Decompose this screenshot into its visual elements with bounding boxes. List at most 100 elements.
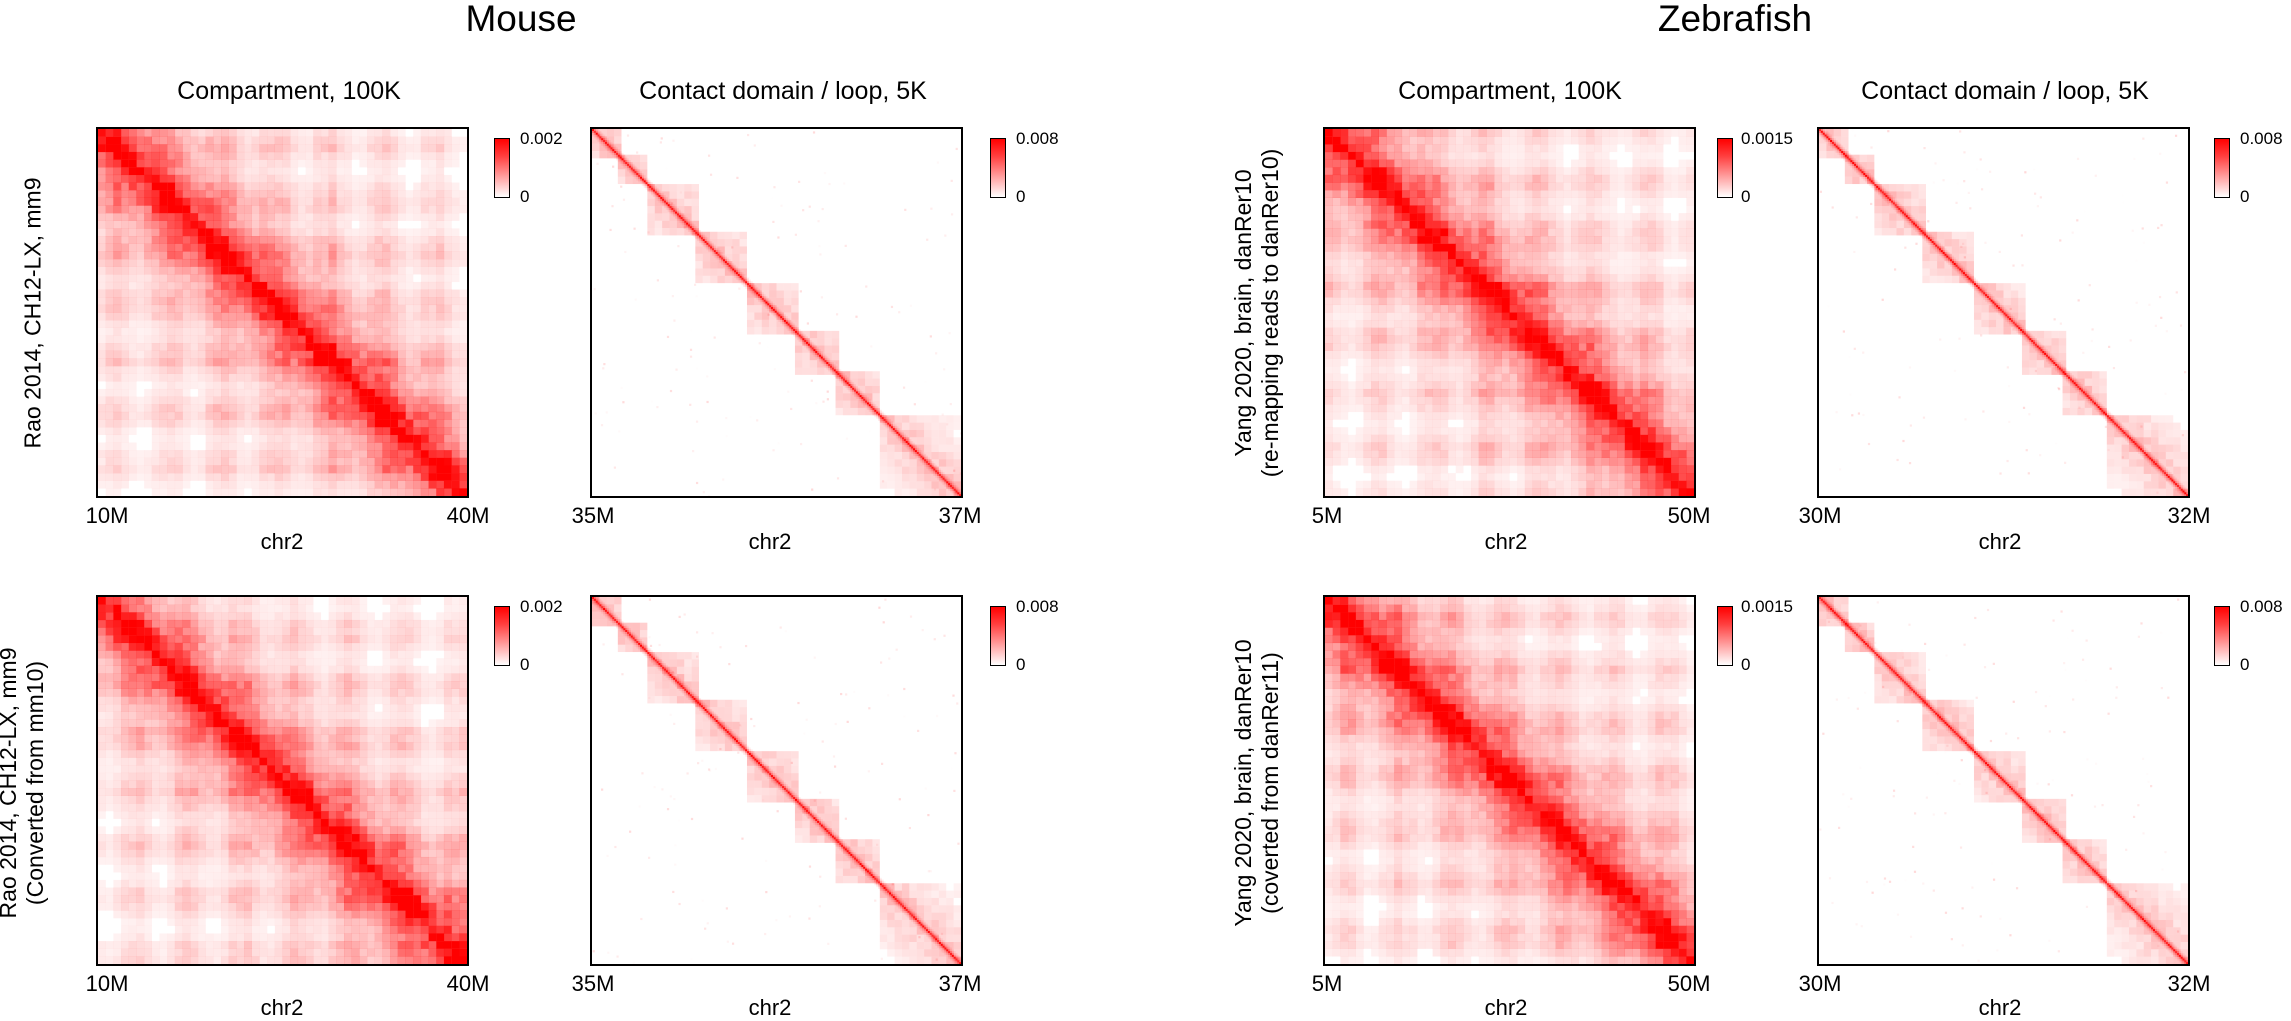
contact-cell — [221, 320, 229, 328]
contact-cell — [1379, 175, 1387, 183]
contact-cell — [1471, 205, 1479, 213]
contact-cell — [229, 274, 237, 282]
contact-cell — [719, 261, 721, 263]
contact-cell — [924, 437, 931, 444]
contact-cell — [306, 160, 314, 168]
contact-cell — [406, 420, 414, 428]
contact-cell — [754, 327, 761, 334]
contact-cell — [283, 160, 291, 168]
contact-cell — [1387, 244, 1395, 252]
contact-cell — [352, 144, 360, 152]
contact-cell — [1340, 251, 1348, 259]
contact-cell — [344, 221, 352, 229]
contact-cell — [618, 157, 620, 159]
contact-cell — [656, 406, 658, 408]
contact-cell — [198, 175, 206, 183]
contact-cell — [452, 412, 460, 420]
contact-cell — [723, 254, 725, 256]
contact-cell — [740, 281, 742, 283]
contact-cell — [1425, 221, 1433, 229]
contact-cell — [144, 465, 152, 473]
contact-cell — [398, 305, 406, 313]
contact-cell — [421, 297, 429, 305]
contact-cell — [1656, 190, 1664, 198]
contact-cell — [858, 399, 860, 401]
contact-cell — [1363, 205, 1371, 213]
contact-cell — [352, 442, 360, 450]
x-axis-label: chr2 — [261, 529, 304, 555]
contact-cell — [1387, 251, 1395, 259]
contact-cell — [751, 289, 753, 291]
contact-cell — [436, 412, 444, 420]
contact-cell — [758, 289, 760, 291]
contact-cell — [769, 301, 771, 303]
contact-cell — [852, 390, 854, 392]
heatmap-svg — [592, 129, 961, 496]
contact-cell — [738, 288, 740, 290]
contact-cell — [229, 427, 237, 435]
contact-cell — [1617, 175, 1625, 183]
contact-cell — [136, 137, 144, 145]
contact-cell — [806, 336, 808, 338]
contact-cell — [144, 420, 152, 428]
contact-cell — [722, 478, 724, 480]
contact-cell — [167, 335, 175, 343]
contact-cell — [167, 420, 175, 428]
contact-cell — [344, 282, 352, 290]
contact-cell — [812, 346, 814, 348]
contact-cell — [660, 193, 662, 195]
contact-cell — [649, 191, 651, 193]
contact-cell — [642, 177, 644, 179]
contact-cell — [714, 248, 716, 250]
contact-cell — [631, 166, 633, 168]
contact-cell — [802, 342, 804, 344]
contact-cell — [789, 322, 791, 324]
contact-cell — [152, 488, 160, 496]
contact-cell — [444, 244, 452, 252]
contact-cell — [745, 279, 747, 281]
contact-cell — [1625, 213, 1633, 221]
contact-cell — [813, 344, 815, 346]
contact-cell — [336, 366, 344, 374]
contact-cell — [1525, 228, 1533, 236]
row-label-line1: Yang 2020, brain, danRer10 — [1230, 639, 1257, 926]
contact-cell — [152, 450, 160, 458]
contact-cell — [717, 254, 719, 256]
colorbar-max-label: 0.002 — [520, 129, 563, 149]
contact-cell — [198, 473, 206, 481]
contact-cell — [329, 137, 337, 145]
contact-cell — [896, 426, 898, 428]
contact-cell — [1586, 259, 1594, 267]
contact-cell — [1579, 228, 1587, 236]
contact-cell — [244, 152, 252, 160]
contact-cell — [647, 190, 649, 192]
contact-cell — [751, 283, 753, 285]
contact-cell — [787, 391, 789, 393]
contact-cell — [129, 160, 137, 168]
contact-cell — [830, 362, 832, 364]
contact-cell — [313, 297, 321, 305]
contact-cell — [1387, 175, 1395, 183]
contact-cell — [344, 320, 352, 328]
contact-cell — [693, 234, 695, 236]
contact-cell — [321, 465, 329, 473]
contact-cell — [669, 204, 671, 206]
contact-cell — [352, 450, 360, 458]
contact-cell — [113, 450, 121, 458]
contact-cell — [1379, 144, 1387, 152]
contact-cell — [1448, 259, 1456, 267]
contact-cell — [1456, 205, 1464, 213]
contact-cell — [917, 437, 924, 444]
contact-cell — [359, 397, 367, 405]
contact-cell — [290, 313, 298, 321]
contact-cell — [459, 190, 467, 198]
contact-cell — [917, 456, 919, 458]
contact-cell — [1548, 228, 1556, 236]
contact-cell — [716, 256, 718, 258]
contact-cell — [1502, 175, 1510, 183]
contact-cell — [1540, 236, 1548, 244]
contact-cell — [869, 430, 871, 432]
contact-cell — [329, 320, 337, 328]
contact-cell — [375, 488, 383, 496]
contact-cell — [1609, 167, 1617, 175]
